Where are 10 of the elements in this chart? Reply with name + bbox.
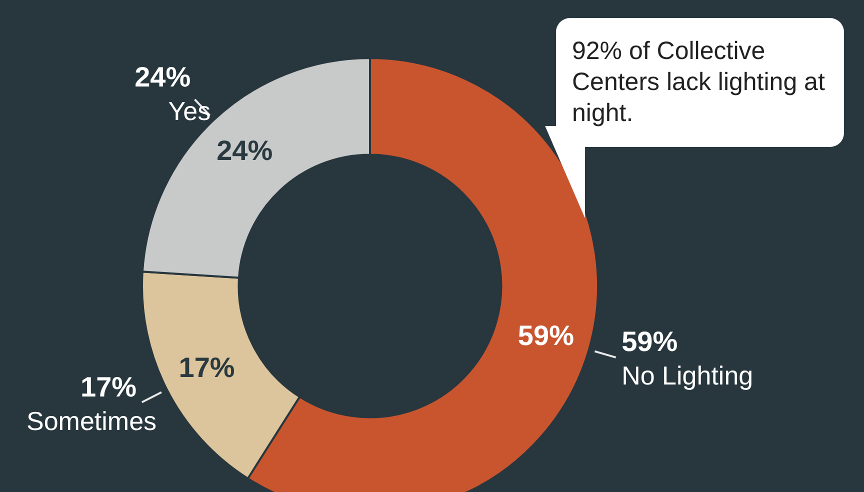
- text: 92% of Collective Centers lack lighting at night.: [556, 18, 844, 147]
- slice-label: Yes: [168, 96, 211, 126]
- data-label: 59%: [518, 320, 574, 351]
- slice-label: Sometimes: [26, 406, 157, 436]
- text: 24%: [134, 62, 191, 93]
- text: 17%: [80, 372, 137, 403]
- text: 59%: [622, 326, 678, 357]
- slice-label: No Lighting: [622, 360, 754, 390]
- data-label: 24%: [216, 135, 273, 166]
- data-label: 17%: [178, 352, 235, 383]
